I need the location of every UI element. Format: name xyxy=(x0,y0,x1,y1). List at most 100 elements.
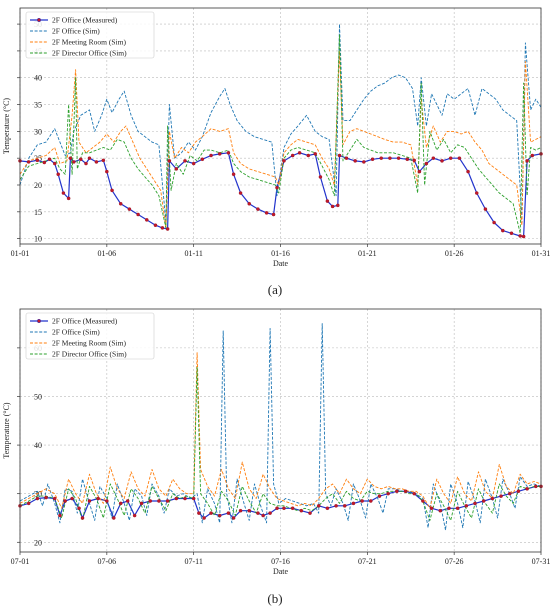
measured-point xyxy=(474,191,479,195)
measured-point xyxy=(26,160,31,164)
series-line-2f-office-measured xyxy=(19,152,542,238)
measured-point xyxy=(290,506,295,511)
measured-point xyxy=(80,516,85,520)
measured-point xyxy=(247,508,251,513)
measured-point xyxy=(377,494,382,498)
series-line-2f-meeting-room-sim xyxy=(19,352,542,509)
measured-point xyxy=(87,499,92,503)
measured-point xyxy=(516,489,521,493)
measured-point xyxy=(330,204,335,209)
legend-entry: 2F Office (Sim) xyxy=(52,27,100,36)
measured-point xyxy=(473,501,477,506)
measured-point xyxy=(174,167,179,171)
measured-point xyxy=(118,501,123,506)
panel-caption: (a) xyxy=(268,282,282,297)
measured-point xyxy=(492,220,496,225)
y-tick-label: 30 xyxy=(34,490,42,499)
measured-point xyxy=(79,157,83,162)
measured-point xyxy=(200,157,205,162)
measured-point xyxy=(386,491,390,496)
legend-box xyxy=(25,11,155,59)
measured-point xyxy=(231,516,236,520)
y-tick-label: 15 xyxy=(34,208,42,217)
measured-point xyxy=(525,487,529,491)
measured-point xyxy=(77,506,81,511)
measured-point xyxy=(42,160,47,165)
y-tick-label: 20 xyxy=(34,538,42,547)
measured-point xyxy=(139,501,144,506)
measured-point xyxy=(325,199,330,203)
measured-point xyxy=(483,207,488,211)
measured-point xyxy=(72,160,76,164)
x-tick-label: 07-16 xyxy=(271,557,290,566)
measured-point xyxy=(275,506,279,511)
x-tick-label: 07-26 xyxy=(445,557,464,566)
measured-point xyxy=(424,161,429,166)
measured-point xyxy=(160,226,165,230)
measured-point xyxy=(174,496,179,501)
y-tick-label: 10 xyxy=(34,235,42,244)
measured-point xyxy=(132,513,137,518)
measured-point xyxy=(344,156,349,160)
measured-point xyxy=(396,156,401,160)
y-tick-label: 25 xyxy=(34,154,42,163)
measured-point xyxy=(395,489,399,493)
measured-point xyxy=(509,231,514,236)
legend-entry: 2F Meeting Room (Sim) xyxy=(52,38,126,47)
measured-point xyxy=(299,508,304,513)
measured-point xyxy=(438,508,443,513)
measured-point xyxy=(157,499,161,503)
measured-point xyxy=(405,157,410,162)
x-tick-label: 01-26 xyxy=(445,249,464,258)
measured-point xyxy=(105,169,109,174)
measured-point xyxy=(440,159,444,163)
x-tick-label: 07-01 xyxy=(11,557,30,566)
measured-point xyxy=(499,494,503,498)
measured-point xyxy=(282,159,286,163)
measured-point xyxy=(466,169,470,174)
measured-point xyxy=(52,161,57,166)
measured-point xyxy=(47,157,52,162)
measured-point xyxy=(518,234,522,238)
measured-point xyxy=(464,504,469,508)
measured-point xyxy=(191,161,196,166)
measured-point xyxy=(256,511,260,515)
measured-point xyxy=(256,207,260,211)
measured-point xyxy=(70,496,74,501)
y-axis-label: Temperature (°C) xyxy=(2,402,11,459)
measured-point xyxy=(448,156,453,160)
measured-point xyxy=(429,506,434,511)
y-axis-label: Temperature (°C) xyxy=(2,98,11,155)
measured-point xyxy=(530,153,535,158)
y-tick-label: 35 xyxy=(34,101,42,110)
measured-point xyxy=(490,496,495,501)
measured-point xyxy=(412,491,416,496)
measured-point xyxy=(388,156,392,160)
measured-point xyxy=(343,504,347,508)
measured-point xyxy=(165,227,170,231)
legend-entry: 2F Director Office (Sim) xyxy=(52,350,127,359)
measured-point xyxy=(145,218,149,222)
measured-point xyxy=(318,175,323,179)
measured-point xyxy=(26,501,31,506)
measured-point xyxy=(421,499,425,503)
measured-point xyxy=(507,491,512,496)
measured-point xyxy=(202,516,206,520)
measured-point xyxy=(275,185,279,190)
legend-marker xyxy=(36,318,42,324)
legend-marker xyxy=(36,17,42,23)
x-axis-label: Date xyxy=(273,567,289,576)
measured-point xyxy=(125,499,130,503)
measured-point xyxy=(66,196,71,201)
measured-point xyxy=(209,511,213,515)
x-tick-label: 07-31 xyxy=(532,557,550,566)
chart-panel-a: 01-01 01-06 01-11 01-16 01-21 01-26 01-31 10 15 2… xyxy=(2,7,550,297)
measured-point xyxy=(370,157,375,162)
measured-point xyxy=(351,501,356,506)
legend-entry: 2F Meeting Room (Sim) xyxy=(52,339,126,348)
x-tick-label: 01-01 xyxy=(11,249,30,258)
measured-point xyxy=(105,499,109,503)
measured-point xyxy=(268,511,272,515)
measured-point xyxy=(290,153,295,158)
